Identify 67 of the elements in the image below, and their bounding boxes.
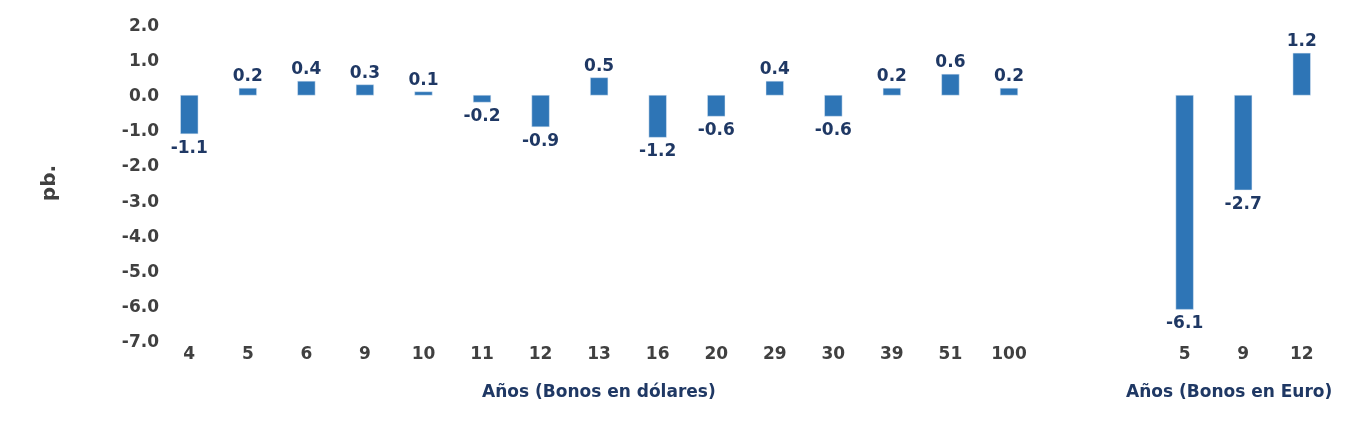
bar [765, 80, 784, 96]
bar [355, 84, 374, 96]
bar [472, 94, 492, 103]
x-tick-label: 12 [1289, 343, 1314, 363]
data-label: -0.6 [697, 119, 735, 140]
data-label: 0.5 [584, 54, 615, 75]
data-label: 0.2 [993, 65, 1025, 86]
bar [297, 80, 316, 96]
x-tick-label: 10 [411, 343, 436, 363]
bar [824, 94, 843, 117]
x-tick-label: 30 [821, 343, 846, 363]
bar [707, 94, 726, 117]
data-label: 1.2 [1286, 30, 1317, 51]
bar [180, 94, 199, 135]
x-tick-label: 20 [704, 343, 729, 363]
bar [648, 94, 667, 138]
x-tick-label: 29 [762, 343, 787, 363]
data-label: -2.7 [1224, 193, 1262, 214]
y-tick-label: -6.0 [121, 295, 160, 316]
x-tick-label: 5 [241, 343, 254, 363]
y-tick-label: -3.0 [121, 190, 160, 211]
y-tick-label: 1.0 [128, 50, 160, 71]
x-tick-label: 12 [528, 343, 553, 363]
bar [941, 73, 960, 96]
data-label: 0.2 [232, 65, 263, 86]
x-tick-label: 11 [470, 343, 494, 363]
text: Años (Bonos en dólares) [482, 381, 716, 401]
bar [590, 77, 609, 96]
data-label: 0.3 [349, 61, 380, 82]
data-label: 0.6 [935, 51, 966, 72]
x-tick-label: 100 [991, 343, 1027, 363]
y-tick-label: -4.0 [121, 225, 160, 246]
data-label: -6.1 [1166, 312, 1204, 333]
x-tick-label: 39 [880, 343, 904, 363]
y-tick-label: -2.0 [121, 155, 160, 176]
y-axis-title: pb. [36, 164, 61, 202]
text: Años (Bonos en Euro) [1126, 381, 1333, 401]
x-tick-label: 13 [587, 343, 611, 363]
bar [1234, 94, 1253, 191]
bar [531, 94, 550, 128]
bar [882, 87, 901, 96]
data-label: -0.2 [463, 105, 501, 126]
y-tick-label: -1.0 [121, 120, 160, 141]
x-tick-label: 9 [1237, 343, 1250, 363]
data-label: 0.4 [759, 58, 790, 79]
y-tick-label: 2.0 [128, 14, 160, 35]
x-tick-label: 4 [183, 343, 196, 363]
bar [238, 87, 257, 96]
data-label: -1.2 [639, 140, 677, 161]
data-label: -0.9 [521, 129, 560, 150]
x-tick-label: 5 [1178, 343, 1191, 363]
y-tick-label: -7.0 [121, 330, 160, 351]
data-label: 0.2 [876, 65, 907, 86]
data-label: -1.1 [170, 136, 208, 157]
x-tick-label: 9 [359, 343, 371, 363]
bar [1292, 52, 1311, 96]
data-label: -0.6 [814, 119, 852, 140]
bar [1175, 94, 1194, 310]
bar [414, 91, 433, 96]
y-tick-label: 0.0 [128, 85, 160, 106]
data-label: 0.1 [408, 68, 439, 89]
bar [999, 87, 1019, 96]
y-tick-label: -5.0 [121, 260, 160, 281]
x-tick-label: 51 [938, 343, 963, 363]
x-tick-label: 16 [645, 343, 670, 363]
x-tick-label: 6 [300, 343, 313, 363]
data-label: 0.4 [291, 58, 322, 79]
